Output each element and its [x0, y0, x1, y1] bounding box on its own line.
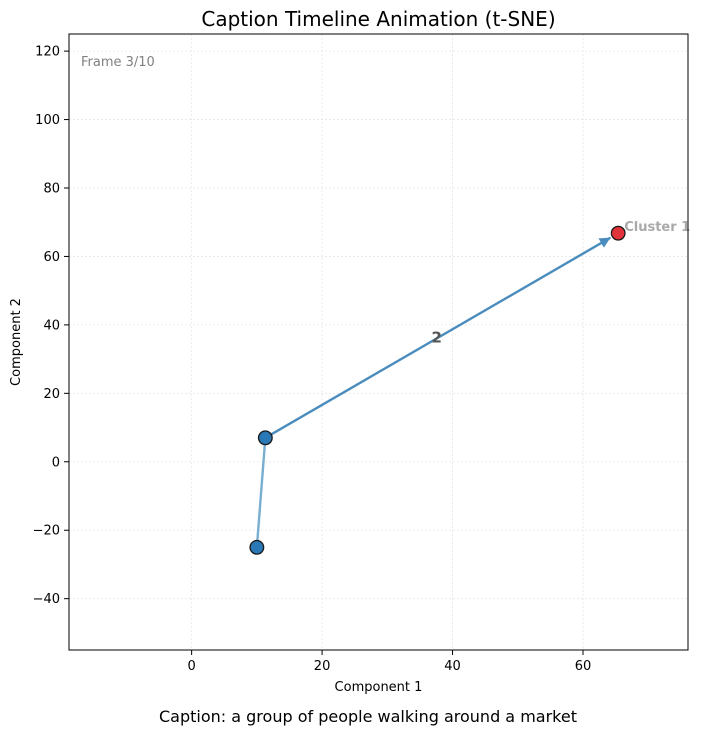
y-tick-label: 20: [43, 387, 60, 402]
chart-title: Caption Timeline Animation (t-SNE): [201, 7, 555, 31]
y-tick-label: 0: [52, 455, 60, 470]
trajectory-segment: [255, 436, 267, 549]
x-axis-label: Component 1: [335, 680, 423, 695]
series: 2: [255, 236, 611, 549]
y-axis-label: Component 2: [9, 298, 24, 386]
data-point: [249, 539, 265, 555]
x-tick-label: 0: [187, 659, 195, 674]
y-tick-label: 60: [43, 250, 60, 265]
data-point: [257, 430, 273, 446]
plot-frame: [68, 33, 689, 651]
frame-indicator: Frame 3/10: [81, 55, 155, 70]
data-point: [610, 225, 626, 241]
x-tick-label: 40: [444, 659, 461, 674]
x-tick-label: 60: [575, 659, 592, 674]
y-tick-label: −20: [33, 524, 60, 539]
caption: Caption: a group of people walking aroun…: [159, 707, 577, 726]
axes: 0 20 40 60 −40 −20 0 20 40 60 80 100 120: [33, 45, 592, 674]
y-tick-label: 40: [43, 318, 60, 333]
y-tick-label: 80: [43, 182, 60, 197]
cluster-label: Cluster 1: [624, 220, 690, 235]
y-tick-label: 120: [35, 45, 60, 60]
y-tick-label: −40: [33, 592, 60, 607]
trajectory-segment: [264, 236, 611, 440]
y-tick-label: 100: [35, 113, 60, 128]
segment-label: 2: [432, 328, 442, 346]
grid: [69, 34, 688, 650]
points: Cluster 1: [249, 220, 690, 555]
x-tick-label: 20: [314, 659, 331, 674]
